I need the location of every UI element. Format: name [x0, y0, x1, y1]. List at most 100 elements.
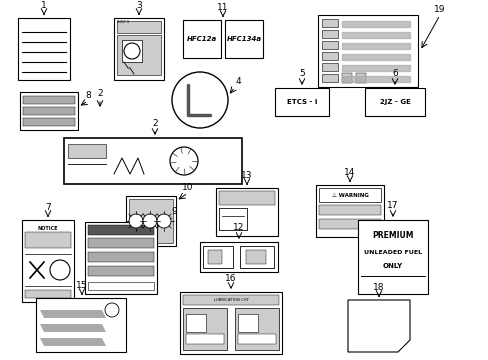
Bar: [321, 63, 337, 71]
Bar: [219, 208, 246, 230]
Circle shape: [124, 43, 140, 59]
Text: UNLEADED FUEL: UNLEADED FUEL: [363, 249, 421, 255]
Bar: [122, 40, 142, 62]
Bar: [22, 220, 74, 302]
Bar: [357, 220, 427, 294]
Bar: [23, 96, 75, 104]
Text: HFC134a: HFC134a: [226, 36, 261, 42]
Text: 10: 10: [182, 183, 193, 192]
Text: 5: 5: [299, 69, 304, 78]
Bar: [20, 92, 78, 130]
Bar: [64, 138, 242, 184]
Polygon shape: [347, 300, 409, 352]
Bar: [180, 292, 282, 354]
Bar: [114, 18, 163, 80]
Bar: [245, 250, 265, 264]
Bar: [318, 219, 380, 229]
Bar: [36, 298, 126, 352]
Bar: [219, 208, 246, 230]
Text: 16: 16: [225, 274, 236, 283]
Text: HFC12a: HFC12a: [186, 36, 217, 42]
Bar: [88, 282, 154, 290]
Text: 6: 6: [391, 69, 397, 78]
Text: ONLY: ONLY: [382, 263, 402, 269]
Bar: [88, 266, 154, 276]
Bar: [364, 88, 424, 116]
Text: 19: 19: [433, 5, 445, 14]
Text: PREMIUM: PREMIUM: [371, 231, 413, 240]
Bar: [183, 20, 221, 58]
Bar: [85, 222, 157, 294]
Text: 14: 14: [344, 168, 355, 177]
Bar: [68, 144, 106, 158]
Bar: [25, 232, 71, 248]
Text: 8: 8: [85, 91, 91, 100]
Bar: [321, 41, 337, 49]
Bar: [129, 199, 173, 243]
Bar: [315, 185, 383, 237]
Bar: [88, 225, 154, 235]
Text: ⚠ WARNING: ⚠ WARNING: [331, 193, 367, 198]
Bar: [183, 308, 226, 350]
Bar: [25, 290, 71, 298]
Bar: [321, 52, 337, 60]
Bar: [238, 314, 258, 332]
Text: 11: 11: [217, 3, 228, 12]
Circle shape: [50, 260, 70, 280]
Bar: [355, 73, 365, 83]
Bar: [117, 35, 161, 75]
Bar: [183, 295, 279, 305]
Bar: [238, 334, 275, 344]
Bar: [240, 246, 273, 268]
Polygon shape: [40, 324, 106, 332]
Circle shape: [129, 214, 142, 228]
Bar: [219, 191, 274, 205]
Polygon shape: [40, 338, 106, 346]
Text: 7: 7: [45, 203, 51, 212]
Bar: [200, 242, 278, 272]
Text: BOLT S: BOLT S: [117, 20, 129, 24]
Bar: [18, 18, 70, 80]
Bar: [23, 118, 75, 126]
Text: 17: 17: [386, 201, 398, 210]
Polygon shape: [40, 310, 106, 318]
Bar: [185, 334, 224, 344]
Bar: [321, 30, 337, 38]
Text: 18: 18: [372, 283, 384, 292]
Text: 2: 2: [97, 89, 102, 98]
Text: 4: 4: [235, 77, 240, 86]
Circle shape: [157, 214, 171, 228]
Circle shape: [105, 303, 119, 317]
Bar: [341, 73, 351, 83]
Text: LUBRICATION CHT: LUBRICATION CHT: [213, 298, 248, 302]
Circle shape: [142, 214, 157, 228]
Text: 13: 13: [241, 171, 252, 180]
Bar: [235, 308, 279, 350]
Bar: [317, 15, 417, 87]
Text: 15: 15: [76, 281, 87, 290]
Bar: [88, 238, 154, 248]
Bar: [274, 88, 328, 116]
Circle shape: [172, 72, 227, 128]
Text: NOTICE: NOTICE: [38, 225, 58, 230]
Bar: [203, 246, 232, 268]
Text: ETCS - i: ETCS - i: [286, 99, 317, 105]
Bar: [23, 107, 75, 115]
Bar: [318, 188, 380, 202]
Text: 9: 9: [171, 207, 177, 216]
Text: 12: 12: [233, 223, 244, 232]
Bar: [321, 19, 337, 27]
Text: 2JZ - GE: 2JZ - GE: [379, 99, 409, 105]
Circle shape: [170, 147, 198, 175]
Bar: [117, 21, 161, 33]
Bar: [321, 74, 337, 82]
Bar: [318, 205, 380, 215]
Bar: [224, 20, 263, 58]
Text: 3: 3: [136, 1, 142, 10]
Text: 1: 1: [41, 1, 47, 10]
Bar: [216, 188, 278, 236]
Bar: [88, 252, 154, 262]
Bar: [185, 314, 205, 332]
Bar: [126, 196, 176, 246]
Text: 2: 2: [152, 119, 158, 128]
